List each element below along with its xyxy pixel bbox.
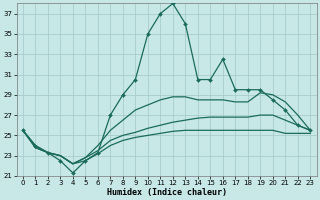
X-axis label: Humidex (Indice chaleur): Humidex (Indice chaleur) — [107, 188, 227, 197]
